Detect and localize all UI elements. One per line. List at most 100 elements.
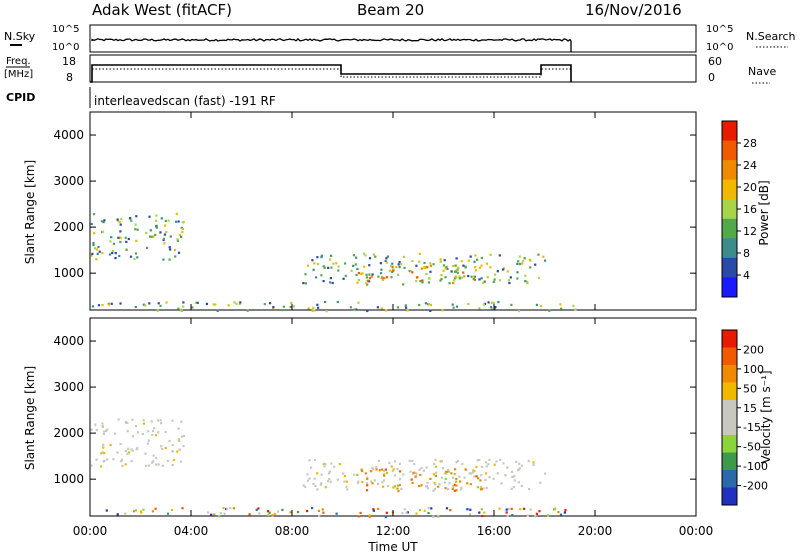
heatmap-cell [182, 301, 185, 304]
heatmap-cell [480, 264, 483, 267]
heatmap-cell [382, 479, 386, 482]
heatmap-cell [540, 305, 543, 308]
heatmap-cell [312, 268, 315, 271]
heatmap-cell [150, 235, 153, 238]
x-tick-label: 00:00 [73, 524, 108, 538]
heatmap-cell [360, 272, 363, 275]
heatmap-cell [469, 255, 472, 258]
heatmap-cell [181, 231, 184, 234]
date-title: 16/Nov/2016 [585, 1, 682, 19]
freq-label: Freq. [6, 56, 31, 67]
heatmap-cell [356, 481, 360, 485]
heatmap-cell [101, 251, 104, 255]
heatmap-cell [502, 268, 505, 271]
heatmap-cell [304, 485, 307, 489]
cpid-label: CPID [6, 91, 35, 104]
heatmap-cell [214, 303, 217, 306]
heatmap-cell [142, 419, 145, 422]
heatmap-cell [411, 260, 414, 263]
heatmap-cell [451, 487, 454, 490]
heatmap-cell [95, 428, 98, 432]
heatmap-cell [432, 263, 435, 266]
heatmap-cell [94, 423, 97, 426]
heatmap-cell [102, 443, 105, 446]
nave-trace [92, 68, 571, 78]
heatmap-cell [420, 484, 423, 487]
heatmap-cell [151, 461, 154, 464]
beam-title: Beam 20 [357, 1, 424, 19]
heatmap-cell [429, 262, 432, 265]
heatmap-cell [161, 464, 164, 467]
heatmap-cell [108, 253, 112, 256]
heatmap-cell [418, 303, 421, 307]
heatmap-cell [118, 221, 121, 224]
heatmap-cell [386, 255, 389, 258]
heatmap-cell [338, 463, 341, 466]
heatmap-cell [131, 418, 134, 421]
heatmap-cell [445, 470, 448, 473]
heatmap-cell [542, 255, 545, 258]
heatmap-cell [130, 460, 133, 463]
heatmap-cell [537, 276, 541, 279]
heatmap-cell [117, 236, 120, 239]
heatmap-cell [168, 439, 171, 443]
heatmap-cell [163, 233, 166, 236]
heatmap-cell [370, 470, 373, 473]
heatmap-cell [329, 258, 332, 261]
heatmap-cell [238, 302, 241, 306]
heatmap-cell [398, 266, 401, 269]
heatmap-cell [395, 266, 398, 269]
heatmap-cell [467, 302, 470, 306]
station-title: Adak West (fitACF) [92, 1, 232, 19]
heatmap-cell [450, 472, 453, 475]
heatmap-cell [372, 253, 375, 256]
heatmap-cell [103, 452, 106, 455]
heatmap-cell [131, 449, 134, 452]
heatmap-cell [526, 514, 529, 517]
heatmap-cell [273, 512, 277, 516]
heatmap-cell [402, 255, 406, 258]
colorbar-tick-label: 200 [743, 343, 764, 356]
heatmap-cell [486, 276, 489, 279]
heatmap-cell [483, 511, 486, 514]
heatmap-cell [426, 266, 429, 269]
heatmap-cell [398, 484, 401, 487]
heatmap-cell [462, 271, 465, 274]
heatmap-cell [357, 301, 360, 304]
heatmap-cell [182, 445, 185, 448]
heatmap-cell [223, 512, 226, 515]
heatmap-cell [328, 470, 331, 473]
heatmap-cell [172, 458, 175, 462]
heatmap-cell [442, 269, 445, 272]
y-tick-label: 3000 [53, 174, 84, 188]
heatmap-cell [388, 461, 391, 464]
heatmap-cell [478, 458, 481, 462]
heatmap-cell [534, 263, 537, 266]
heatmap-cell [91, 305, 94, 308]
heatmap-cell [381, 278, 384, 281]
heatmap-cell [434, 483, 437, 486]
heatmap-cell [385, 309, 388, 312]
heatmap-cell [324, 486, 327, 489]
heatmap-cell [333, 465, 336, 468]
heatmap-cell [474, 254, 477, 257]
heatmap-cell [391, 262, 394, 265]
heatmap-cell [455, 484, 458, 487]
heatmap-cell [485, 465, 488, 468]
colorbar-swatch [722, 400, 737, 418]
heatmap-cell [469, 483, 472, 486]
heatmap-cell [480, 277, 483, 280]
heatmap-cell [109, 240, 112, 243]
heatmap-cell [374, 255, 377, 258]
heatmap-cell [496, 270, 499, 273]
heatmap-cell [441, 467, 445, 470]
heatmap-cell [523, 257, 526, 260]
heatmap-cell [473, 475, 476, 478]
heatmap-cell [126, 430, 129, 433]
heatmap-cell [516, 262, 519, 265]
heatmap-cell [378, 469, 381, 472]
heatmap-cell [528, 487, 531, 491]
heatmap-cell [292, 305, 295, 308]
heatmap-cell [160, 422, 163, 425]
heatmap-cell [164, 430, 167, 434]
